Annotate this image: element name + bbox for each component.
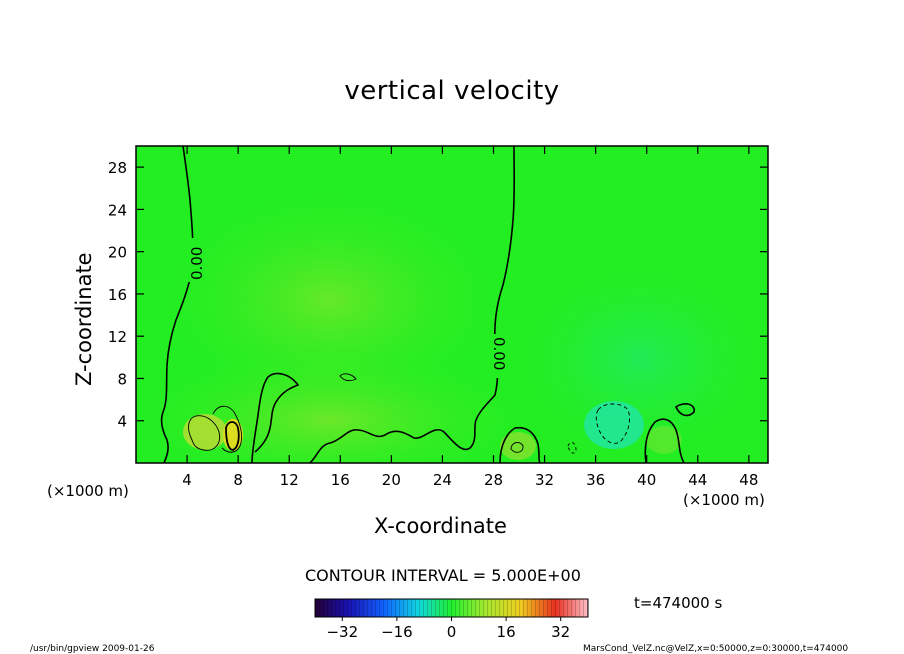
- positive-contour-line: [510, 442, 524, 453]
- zero-contour-line: [309, 146, 516, 463]
- x-tick-label: 32: [535, 471, 554, 489]
- x-tick-label: 44: [688, 471, 707, 489]
- y-tick-label: 4: [117, 413, 127, 431]
- x-unit-label-left: (×1000 m): [47, 482, 129, 500]
- x-tick-label: 48: [739, 471, 758, 489]
- y-tick-label: 8: [117, 370, 127, 388]
- y-tick-label: 24: [108, 201, 127, 219]
- colorbar-tick-label: 16: [497, 623, 516, 641]
- y-tick-label: 16: [108, 286, 127, 304]
- negative-region: [584, 401, 644, 449]
- positive-contour-line: [188, 415, 221, 451]
- zero-contour-line: [251, 372, 300, 463]
- x-tick-label: 36: [586, 471, 605, 489]
- negative-region: [500, 250, 768, 463]
- positive-region: [183, 414, 227, 450]
- positive-contour-line: [339, 373, 357, 382]
- positive-contour-line: [225, 421, 240, 451]
- colorbar-bands: [315, 599, 588, 617]
- x-tick-label: 40: [637, 471, 656, 489]
- negative-contour-line: [567, 442, 577, 454]
- x-tick-label: 4: [182, 471, 192, 489]
- x-tick-label: 28: [484, 471, 503, 489]
- zero-contour-line: [675, 403, 695, 417]
- time-label: t=474000 s: [634, 594, 723, 612]
- positive-region: [160, 190, 500, 410]
- x-tick-label: 16: [331, 471, 350, 489]
- positive-region: [500, 432, 536, 460]
- positive-contour-line: [212, 405, 243, 453]
- positive-region: [646, 426, 682, 454]
- plot-frame: [135, 145, 769, 464]
- colorbar-tick-label: −16: [381, 623, 413, 641]
- colorbar-tick-label: 32: [551, 623, 570, 641]
- contour-label-bg: [187, 238, 205, 282]
- y-tick-label: 20: [108, 244, 127, 262]
- footer-left-text: /usr/bin/gpview 2009-01-26: [30, 644, 155, 654]
- colorbar-tick-label: −32: [326, 623, 358, 641]
- x-tick-label: 8: [233, 471, 243, 489]
- contour-interval-text: CONTOUR INTERVAL = 5.000E+00: [305, 566, 581, 585]
- y-tick-label: 28: [108, 159, 127, 177]
- zero-contour-line: [644, 418, 685, 463]
- negative-contour-line: [595, 403, 631, 444]
- footer-right-text: MarsCond_VelZ.nc@VelZ,x=0:50000,z=0:3000…: [583, 644, 849, 654]
- x-tick-label: 24: [433, 471, 452, 489]
- x-tick-label: 12: [280, 471, 299, 489]
- x-unit-label-right: (×1000 m): [683, 491, 765, 509]
- chart-title: vertical velocity: [344, 76, 560, 106]
- contour-label-bg: [492, 334, 510, 378]
- zero-contour-line: [499, 426, 541, 463]
- contour-label: 0.00: [188, 247, 206, 280]
- zero-contour-line: [160, 146, 194, 463]
- x-axis-label: X-coordinate: [374, 514, 507, 538]
- x-tick-label: 20: [382, 471, 401, 489]
- contour-label: 0.00: [490, 337, 508, 370]
- colorbar-tick-label: 0: [447, 623, 457, 641]
- y-tick-label: 12: [108, 328, 127, 346]
